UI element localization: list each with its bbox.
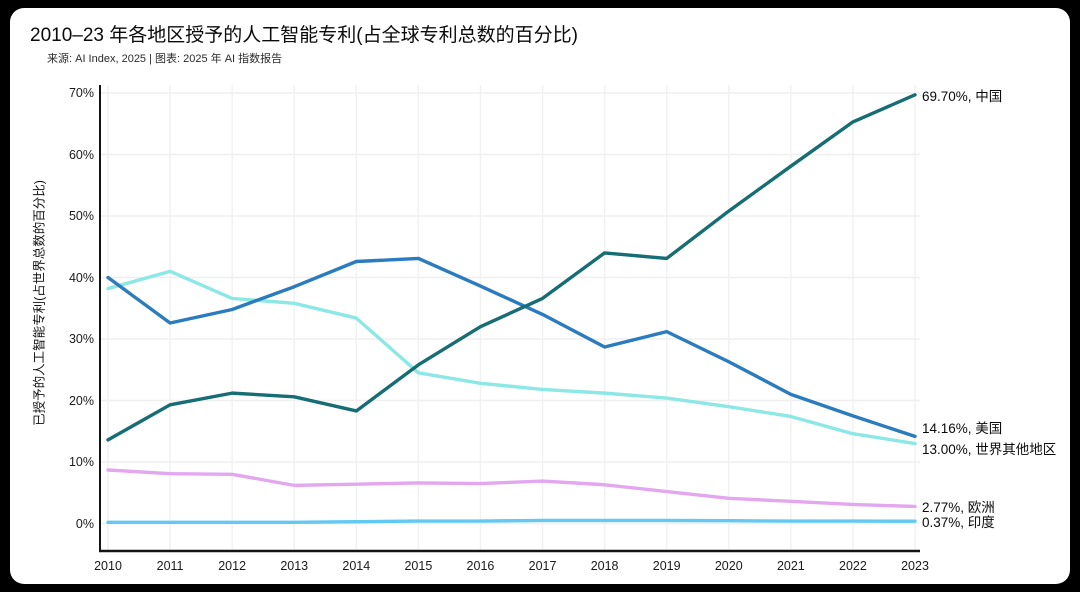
y-axis-tick-label: 10% xyxy=(68,455,94,469)
series-line-印度 xyxy=(106,518,917,524)
x-axis-tick-label: 2010 xyxy=(94,559,122,573)
x-axis-tick-label: 2015 xyxy=(404,559,433,573)
series-line-中国 xyxy=(106,93,917,442)
x-axis-tick-label: 2022 xyxy=(839,559,867,573)
y-axis-tick-label: 20% xyxy=(68,393,94,408)
y-axis-tick-label: 0% xyxy=(75,516,94,531)
x-axis-tick-label: 2014 xyxy=(342,559,371,573)
y-axis-tick-label: 70% xyxy=(68,86,94,100)
series-end-label-中国: 69.70%, 中国 xyxy=(922,88,1003,104)
series-end-label-欧洲: 2.77%, 欧洲 xyxy=(922,500,995,516)
x-axis-tick-label: 2017 xyxy=(528,559,557,573)
x-axis-tick-label: 2018 xyxy=(590,559,619,573)
series-end-label-印度: 0.37%, 印度 xyxy=(922,515,995,531)
y-axis-tick-label: 30% xyxy=(68,332,94,346)
x-axis-tick-label: 2019 xyxy=(652,559,681,573)
series-line-美国 xyxy=(106,256,917,439)
y-axis-tick-label: 40% xyxy=(68,270,94,285)
chart-title: 2010–23 年各地区授予的人工智能专利(占全球专利总数的百分比) xyxy=(30,25,578,46)
series-end-label-世界其他地区: 13.00%, 世界其他地区 xyxy=(922,441,1057,457)
y-axis-tick-label: 50% xyxy=(68,209,94,223)
series-end-label-美国: 14.16%, 美国 xyxy=(922,421,1003,437)
y-axis-tick-label: 60% xyxy=(68,147,94,162)
x-axis-tick-label: 2013 xyxy=(280,559,309,573)
chart-source-credit: 来源: AI Index, 2025 | 图表: 2025 年 AI 指数报告 xyxy=(47,53,283,65)
series-line-世界其他地区 xyxy=(106,269,917,446)
x-axis-tick-label: 2020 xyxy=(714,559,743,573)
x-axis-tick-label: 2012 xyxy=(218,559,247,573)
x-axis-tick-label: 2023 xyxy=(901,559,929,573)
x-axis-tick-label: 2011 xyxy=(156,559,184,573)
series-line-欧洲 xyxy=(106,468,917,509)
x-axis-tick-label: 2016 xyxy=(466,559,495,573)
x-axis-tick-label: 2021 xyxy=(776,559,805,573)
